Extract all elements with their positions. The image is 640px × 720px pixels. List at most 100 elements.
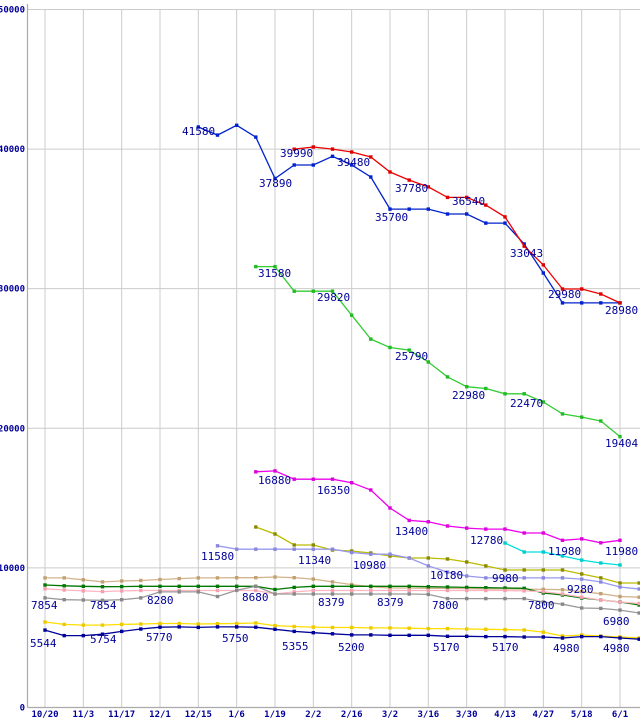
price-label: 36540	[452, 195, 485, 208]
data-point-marker	[426, 626, 430, 631]
data-point-marker	[196, 576, 200, 580]
data-point-marker	[484, 221, 488, 225]
data-point-marker	[388, 626, 392, 630]
data-point-marker	[43, 583, 47, 587]
data-point-marker	[273, 532, 277, 536]
data-point-marker	[465, 212, 469, 216]
data-point-marker	[388, 592, 392, 596]
data-point-marker	[599, 301, 603, 305]
data-point-marker	[599, 592, 603, 596]
price-label: 4980	[603, 642, 630, 655]
data-point-marker	[580, 415, 584, 419]
data-point-marker	[235, 576, 239, 580]
data-point-marker	[445, 634, 450, 638]
data-point-marker	[158, 625, 162, 629]
series-yellow	[43, 620, 640, 640]
data-point-marker	[350, 481, 354, 485]
data-point-marker	[139, 596, 143, 600]
data-point-marker	[177, 584, 181, 588]
price-label: 8280	[147, 594, 174, 607]
price-label: 11980	[548, 545, 581, 558]
data-point-marker	[522, 635, 526, 639]
data-point-marker	[350, 163, 354, 167]
data-point-marker	[541, 600, 545, 604]
series-periwinkle	[215, 544, 640, 591]
data-point-marker	[407, 178, 411, 182]
data-point-marker	[560, 554, 565, 558]
y-axis-tick-label: 0	[20, 704, 25, 714]
axis-tick-labels: 10/20 11/3 11/17 12/1 12/15 1/6 1/19 2/2 2/16 3/2…	[0, 5, 628, 720]
data-point-marker	[407, 626, 411, 630]
data-point-marker	[522, 628, 526, 632]
series-green	[254, 264, 622, 439]
data-point-marker	[273, 575, 277, 579]
data-point-marker	[618, 608, 622, 612]
price-label: 5750	[222, 632, 249, 645]
data-point-marker	[196, 584, 200, 588]
data-point-marker	[407, 584, 411, 588]
data-point-marker	[541, 568, 545, 572]
data-point-marker	[522, 550, 526, 554]
data-point-marker	[254, 264, 258, 269]
data-point-marker	[426, 207, 430, 211]
data-point-marker	[369, 175, 373, 179]
data-point-marker	[541, 576, 545, 580]
price-label: 8379	[318, 596, 345, 609]
data-point-marker	[62, 588, 66, 592]
data-point-marker	[599, 598, 603, 602]
data-point-marker	[43, 587, 47, 591]
data-point-marker	[503, 215, 507, 219]
price-label: 7800	[528, 599, 555, 612]
data-point-marker	[503, 586, 507, 590]
data-point-marker	[139, 578, 143, 583]
data-point-marker	[100, 632, 105, 636]
price-label: 12780	[470, 534, 503, 547]
x-axis-tick-label: 2/2	[305, 710, 321, 720]
data-point-marker	[330, 547, 335, 551]
price-label: 8680	[242, 591, 269, 604]
data-point-marker	[43, 628, 47, 632]
data-point-marker	[177, 625, 181, 629]
y-axis-tick-label: 30000	[0, 285, 25, 295]
data-point-marker	[215, 584, 220, 588]
data-point-marker	[637, 637, 640, 641]
data-point-marker	[196, 625, 200, 630]
price-label: 37780	[395, 182, 428, 195]
data-point-marker	[465, 596, 469, 601]
data-point-marker	[503, 596, 507, 601]
data-point-marker	[350, 584, 354, 588]
data-point-marker	[215, 544, 220, 548]
data-point-marker	[388, 170, 392, 174]
data-point-marker	[311, 631, 315, 635]
data-point-marker	[273, 264, 277, 269]
data-point-marker	[350, 150, 354, 154]
data-point-marker	[311, 592, 315, 596]
data-point-marker	[273, 469, 277, 473]
data-point-marker	[484, 527, 488, 531]
price-label: 7800	[432, 599, 459, 612]
data-point-marker	[541, 263, 545, 267]
data-point-marker	[541, 271, 545, 275]
data-point-marker	[388, 584, 392, 588]
data-point-marker	[522, 586, 526, 590]
data-point-marker	[254, 588, 258, 593]
price-label: 37890	[259, 177, 292, 190]
data-point-marker	[503, 541, 507, 545]
data-point-marker	[426, 633, 430, 637]
price-label: 5544	[30, 637, 57, 650]
data-point-marker	[388, 207, 392, 211]
data-point-marker	[43, 576, 47, 580]
data-point-marker	[388, 345, 392, 350]
data-point-marker	[311, 547, 315, 551]
data-point-marker	[541, 531, 545, 535]
data-point-marker	[560, 602, 565, 606]
data-point-marker	[273, 587, 277, 592]
data-point-marker	[484, 203, 488, 207]
data-point-marker	[580, 577, 584, 581]
data-point-marker	[599, 576, 603, 580]
data-point-marker	[120, 589, 124, 593]
data-point-marker	[484, 386, 488, 391]
data-point-marker	[81, 589, 85, 593]
data-point-marker	[426, 360, 430, 364]
data-point-marker	[618, 581, 622, 585]
